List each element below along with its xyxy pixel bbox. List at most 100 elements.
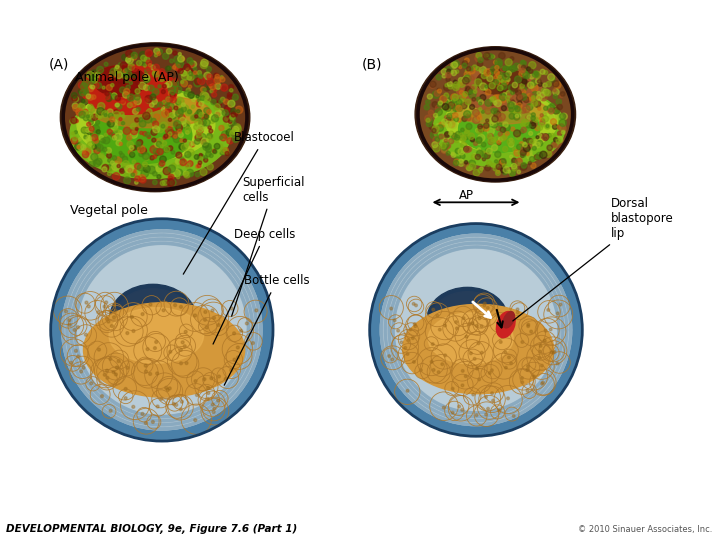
Circle shape [521,402,523,404]
Circle shape [62,330,64,333]
Circle shape [384,356,387,359]
Circle shape [236,286,238,288]
Circle shape [508,102,514,109]
Circle shape [404,386,406,388]
Circle shape [557,125,561,129]
Circle shape [86,115,89,118]
Circle shape [388,355,390,357]
Circle shape [403,280,405,282]
Circle shape [492,414,494,416]
Circle shape [215,110,222,117]
Circle shape [100,402,102,404]
Circle shape [67,345,70,347]
Circle shape [516,244,518,246]
Circle shape [530,156,534,159]
Circle shape [199,112,204,117]
Circle shape [414,385,416,387]
Circle shape [130,124,136,129]
Circle shape [71,344,73,347]
Circle shape [100,267,102,269]
Circle shape [400,386,402,388]
Circle shape [210,243,212,246]
Circle shape [132,419,135,422]
Circle shape [166,49,172,54]
Circle shape [118,130,122,135]
Circle shape [449,118,455,125]
Circle shape [84,91,89,95]
Circle shape [71,318,73,320]
Circle shape [141,413,144,415]
Circle shape [202,253,204,255]
Circle shape [247,289,249,292]
Circle shape [434,256,436,259]
Circle shape [523,143,527,147]
Circle shape [242,377,244,380]
Circle shape [438,134,443,139]
Circle shape [456,236,458,238]
Circle shape [125,388,127,390]
Circle shape [161,124,165,128]
Circle shape [390,287,392,289]
Circle shape [194,249,197,251]
Circle shape [464,71,470,78]
Circle shape [228,274,230,276]
Circle shape [136,81,140,85]
Circle shape [565,300,567,302]
Circle shape [543,389,545,391]
Circle shape [503,238,505,240]
Circle shape [431,400,433,402]
Circle shape [448,407,450,409]
Circle shape [427,252,429,254]
Circle shape [114,402,117,404]
Circle shape [510,245,513,247]
Circle shape [418,258,420,260]
Circle shape [145,422,148,424]
Circle shape [521,108,526,113]
Circle shape [523,105,530,113]
Circle shape [444,414,446,416]
Circle shape [436,402,438,404]
Circle shape [244,374,247,376]
Circle shape [514,243,516,245]
Circle shape [492,55,495,58]
Circle shape [256,323,258,325]
Circle shape [168,242,171,245]
Circle shape [175,235,177,237]
Circle shape [208,411,211,413]
Circle shape [222,407,224,409]
Circle shape [528,402,530,404]
Circle shape [549,133,556,140]
Circle shape [228,389,230,392]
Circle shape [82,128,86,131]
Circle shape [84,385,86,387]
Circle shape [539,399,541,401]
Circle shape [555,308,557,310]
Circle shape [392,354,394,356]
Circle shape [541,380,543,382]
Circle shape [561,315,563,318]
Circle shape [213,150,217,153]
Circle shape [62,335,64,338]
Circle shape [153,142,156,145]
Circle shape [171,151,175,154]
Circle shape [552,281,554,284]
Circle shape [249,294,251,296]
Circle shape [541,392,543,394]
Circle shape [225,387,228,389]
Circle shape [416,255,418,257]
Circle shape [147,427,149,429]
Circle shape [118,79,123,84]
Circle shape [536,401,539,403]
Circle shape [446,243,448,245]
Circle shape [398,289,400,291]
Circle shape [222,110,228,116]
Circle shape [247,320,249,322]
Circle shape [464,423,466,425]
Text: (A): (A) [49,58,69,72]
Circle shape [64,306,67,308]
Circle shape [540,380,542,382]
Circle shape [212,399,214,401]
Circle shape [235,277,238,280]
Circle shape [390,348,392,349]
Circle shape [474,238,476,240]
